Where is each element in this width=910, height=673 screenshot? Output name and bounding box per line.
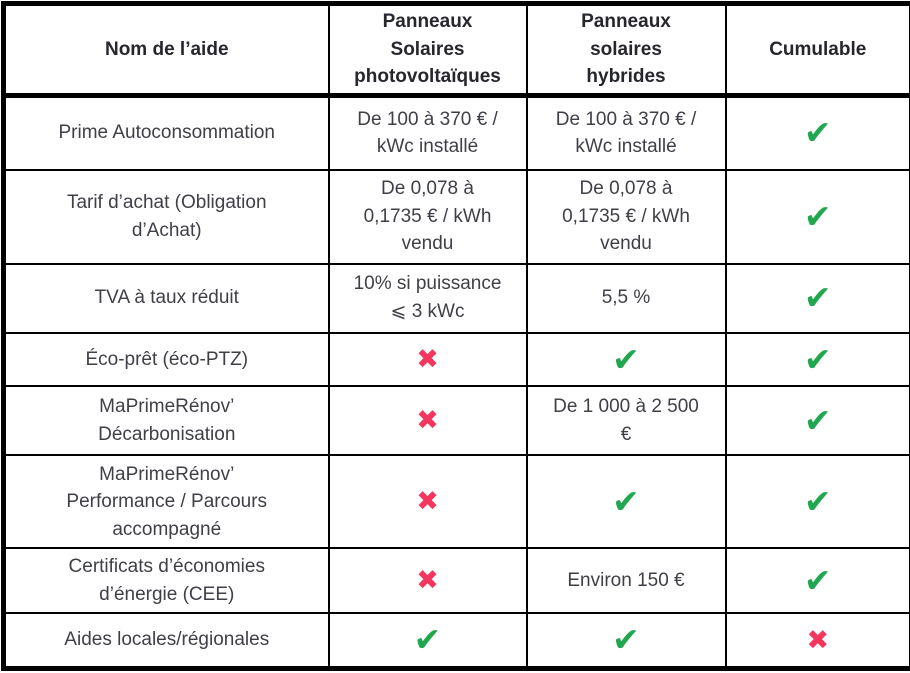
mark-cell: ✔ (724, 168, 910, 265)
table-row: Prime Autoconsommation De 100 à 370 € / k… (2, 94, 910, 171)
mark-cell: ✔ (525, 612, 727, 670)
header-row: Nom de l’aide Panneaux Solaires photovol… (2, 2, 910, 98)
aid-name-cell: Prime Autoconsommation (2, 94, 330, 171)
col-header-hybrid-panels: Panneaux solaires hybrides (525, 2, 727, 98)
mark-cell: ✔ (327, 612, 528, 670)
mark-cell: ✔ (724, 94, 910, 171)
value-cell: De 100 à 370 € / kWc installé (327, 94, 528, 171)
mark-cell: ✔ (724, 547, 910, 615)
col-header-cumulable: Cumulable (724, 2, 910, 98)
check-icon: ✔ (803, 339, 832, 379)
aid-name-cell: MaPrimeRénov’ Décarbonisation (2, 385, 330, 457)
mark-cell: ✖ (327, 454, 528, 550)
check-icon: ✔ (612, 339, 640, 379)
check-icon: ✔ (803, 196, 832, 236)
table-body: Prime Autoconsommation De 100 à 370 € / k… (2, 94, 910, 670)
aid-name-cell: MaPrimeRénov’ Performance / Parcours acc… (2, 454, 330, 550)
value-cell: 5,5 % (525, 262, 727, 334)
value-cell: 10% si puissance ⩽ 3 kWc (327, 262, 528, 334)
cross-icon: ✖ (806, 624, 830, 656)
mark-cell: ✔ (724, 454, 910, 550)
mark-cell: ✖ (724, 612, 910, 670)
cross-icon: ✖ (416, 565, 439, 597)
cross-icon: ✖ (416, 405, 439, 437)
mark-cell: ✔ (724, 262, 910, 334)
aid-name-cell: Aides locales/régionales (2, 612, 330, 670)
col-header-aid-name: Nom de l’aide (2, 2, 330, 98)
col-header-photovoltaic-panels: Panneaux Solaires photovoltaïques (327, 2, 528, 98)
aid-name-cell: TVA à taux réduit (2, 262, 330, 334)
check-icon: ✔ (803, 278, 832, 318)
table-row: Tarif d’achat (Obligation d’Achat) De 0,0… (2, 168, 910, 265)
value-cell: De 0,078 à 0,1735 € / kWh vendu (525, 168, 727, 265)
table-row: Aides locales/régionales ✔ ✔ ✖ (2, 612, 910, 670)
mark-cell: ✔ (525, 454, 727, 550)
cross-icon: ✖ (416, 343, 439, 375)
check-icon: ✔ (612, 481, 640, 521)
value-cell: Environ 150 € (525, 547, 727, 615)
mark-cell: ✖ (327, 547, 528, 615)
mark-cell: ✖ (327, 331, 528, 388)
aid-name-cell: Certificats d’économies d’énergie (CEE) (2, 547, 330, 615)
mark-cell: ✔ (724, 331, 910, 388)
check-icon: ✔ (413, 620, 442, 660)
check-icon: ✔ (803, 560, 832, 600)
value-cell: De 0,078 à 0,1735 € / kWh vendu (327, 168, 528, 265)
aid-name-cell: Éco-prêt (éco-PTZ) (2, 331, 330, 388)
mark-cell: ✔ (724, 385, 910, 457)
mark-cell: ✖ (327, 385, 528, 457)
check-icon: ✔ (803, 400, 832, 440)
table-row: Certificats d’économies d’énergie (CEE) ✖… (2, 547, 910, 615)
check-icon: ✔ (803, 113, 832, 153)
check-icon: ✔ (612, 620, 640, 660)
table-row: Éco-prêt (éco-PTZ) ✖ ✔ ✔ (2, 331, 910, 388)
value-cell: De 1 000 à 2 500 € (525, 385, 727, 457)
table-row: MaPrimeRénov’ Performance / Parcours acc… (2, 454, 910, 550)
table-row: TVA à taux réduit 10% si puissance ⩽ 3 kW… (2, 262, 910, 334)
table-header: Nom de l’aide Panneaux Solaires photovol… (2, 2, 910, 98)
aid-name-cell: Tarif d’achat (Obligation d’Achat) (2, 168, 330, 265)
value-cell: De 100 à 370 € / kWc installé (525, 94, 727, 171)
mark-cell: ✔ (525, 331, 727, 388)
table-row: MaPrimeRénov’ Décarbonisation ✖ De 1 000 à… (2, 385, 910, 457)
check-icon: ✔ (803, 481, 832, 521)
cross-icon: ✖ (416, 486, 439, 518)
